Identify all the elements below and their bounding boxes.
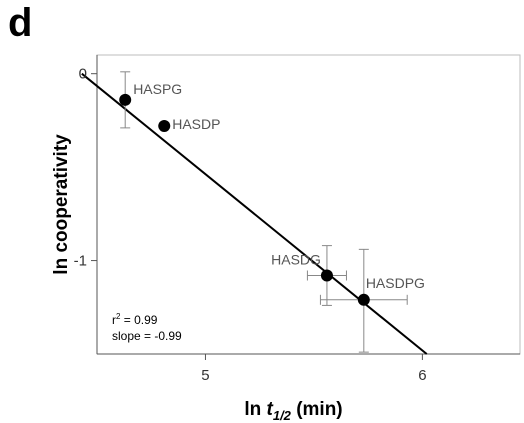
data-point bbox=[158, 120, 171, 133]
x-tick-label: 6 bbox=[418, 367, 426, 384]
point-label: HASDP bbox=[172, 116, 220, 132]
y-axis-title: ln cooperativity bbox=[51, 134, 72, 275]
y-tick-label: 0 bbox=[79, 66, 87, 83]
fit-line bbox=[81, 72, 428, 355]
data-point bbox=[320, 269, 333, 282]
point-label: HASDG bbox=[271, 252, 321, 268]
plot-area-border bbox=[96, 54, 521, 355]
x-tick-label: 5 bbox=[201, 367, 209, 384]
data-point bbox=[357, 293, 370, 306]
point-label: HASPG bbox=[133, 81, 182, 97]
point-label: HASDPG bbox=[366, 275, 425, 291]
panel-label: d bbox=[8, 1, 33, 45]
r-squared-label: r2 = 0.99 bbox=[112, 312, 158, 327]
x-axis-title: ln t1/2 (min) bbox=[244, 399, 342, 423]
data-point bbox=[119, 93, 132, 106]
slope-label: slope = -0.99 bbox=[112, 329, 182, 343]
y-tick-label: -1 bbox=[74, 253, 87, 270]
